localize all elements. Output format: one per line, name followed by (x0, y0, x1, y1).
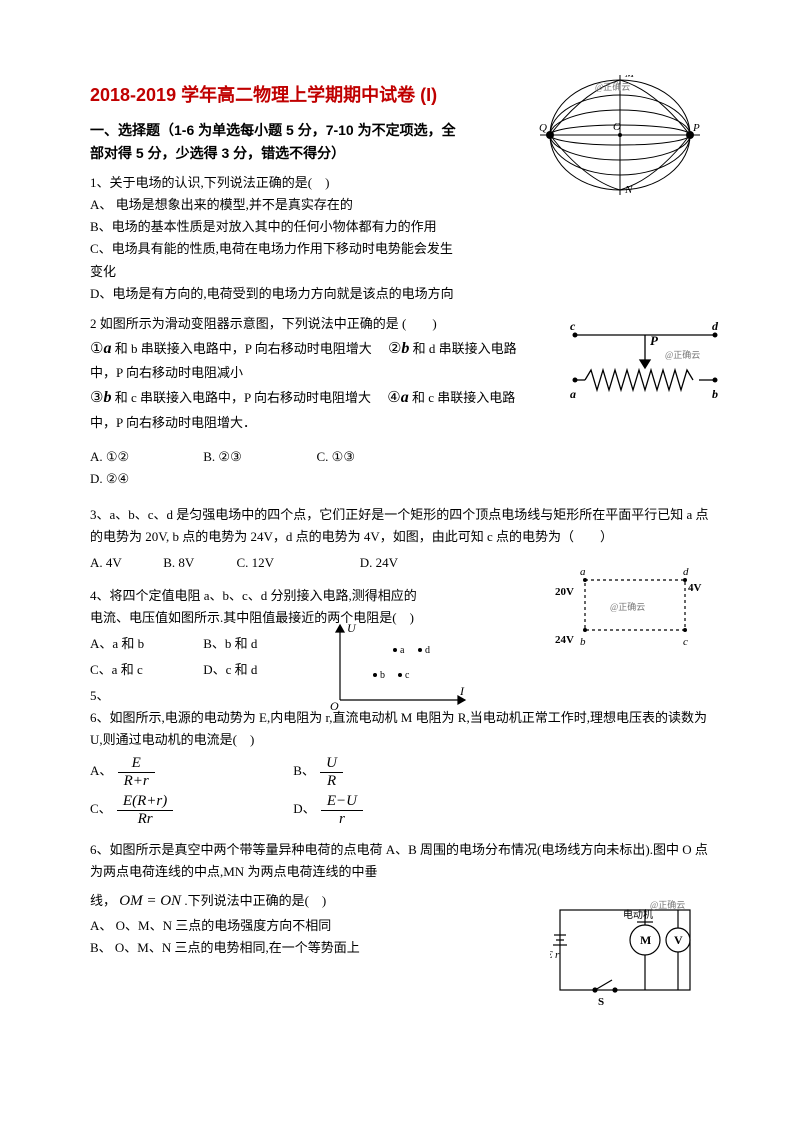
label-b: b (712, 387, 718, 400)
question-6-field: 6、如图所示是真空中两个带等量异种电荷的点电荷 A、B 周围的电场分布情况(电场… (90, 839, 710, 959)
figure-rheostat: c d P a b @正确云 (570, 320, 720, 400)
q1-A: A、 电场是想象出来的模型,并不是真实存在的 (90, 194, 460, 216)
question-6-circuit: 6、如图所示,电源的电动势为 E,内电阻为 r,直流电动机 M 电阻为 R,当电… (90, 707, 710, 827)
q2-s12: ①a 和 b 串联接入电路中，P 向右移动时电阻增大 ②b 和 d 串联接入电路… (90, 335, 530, 385)
question-3: 3、a、b、c、d 是匀强电场中的四个点，它们正好是一个矩形的四个顶点电场线与矩… (90, 504, 710, 574)
figure-dipole-field: M N O Q P @正确云 (535, 75, 705, 195)
label-c: c (570, 320, 576, 333)
q1-D: D、电场是有方向的,电荷受到的电场力方向就是该点的电场方向 (90, 283, 460, 305)
q5-label: 5、 (90, 685, 710, 707)
rect-24v: 24V (555, 634, 574, 646)
question-4: 4、将四个定值电阻 a、b、c、d 分别接入电路,测得相应的电流、电压值如图所示… (90, 585, 420, 681)
q6f-stem-a: 6、如图所示是真空中两个带等量异种电荷的点电荷 A、B 周围的电场分布情况(电场… (90, 839, 710, 883)
label-N: N (624, 184, 633, 195)
watermark-fig3: @正确云 (610, 601, 645, 612)
watermark-fig2: @正确云 (665, 349, 700, 360)
question-1: 1、关于电场的认识,下列说法正确的是( ) A、 电场是想象出来的模型,并不是真… (90, 172, 460, 305)
q2-s34: ③b 和 c 串联接入电路中，P 向右移动时电阻增大 ④a 和 c 串联接入电路… (90, 384, 530, 434)
label-a: a (570, 387, 576, 400)
section-heading: 一、选择题（1-6 为单选每小题 5 分，7-10 为不定项选，全部对得 5 分… (90, 119, 460, 167)
label-d: d (712, 320, 719, 333)
q3-stem: 3、a、b、c、d 是匀强电场中的四个点，它们正好是一个矩形的四个顶点电场线与矩… (90, 504, 710, 548)
q6c-stem: 6、如图所示,电源的电动势为 E,内电阻为 r,直流电动机 M 电阻为 R,当电… (90, 707, 710, 751)
q2-options: A. ①② B. ②③ C. ①③ D. ②④ (90, 446, 530, 490)
switch-S: S (598, 996, 604, 1008)
rect-c: c (683, 636, 688, 648)
q4-row1: A、a 和 b B、b 和 d (90, 633, 420, 655)
label-P: P (692, 122, 700, 134)
q6f-B: B、 O、M、N 三点的电势相同,在一个等势面上 (90, 937, 510, 959)
pt-d: d (425, 645, 430, 656)
q1-B: B、电场的基本性质是对放入其中的任何小物体都有力的作用 (90, 216, 460, 238)
q6c-rowCD: C、 E(R+r)Rr D、 E−Ur (90, 793, 710, 827)
label-P: P (650, 333, 659, 348)
question-5: 5、 (90, 685, 710, 707)
q4-stem: 4、将四个定值电阻 a、b、c、d 分别接入电路,测得相应的电流、电压值如图所示… (90, 585, 420, 629)
q6f-A: A、 O、M、N 三点的电场强度方向不相同 (90, 915, 510, 937)
q6c-rowAB: A、 ER+r B、 UR (90, 755, 710, 789)
q1-C: C、电场具有能的性质,电荷在电场力作用下移动时电势能会发生变化 (90, 238, 460, 282)
q3-options: A. 4V B. 8V C. 12V D. 24V (90, 552, 710, 574)
rect-4v: 4V (688, 582, 702, 594)
q2-stem: 2 如图所示为滑动变阻器示意图，下列说法中正确的是 ( ) (90, 313, 530, 335)
q6f-stem-b: 线， OM = ON .下列说法中正确的是( ) (90, 889, 510, 915)
figure-rectangle: a d b c 20V 4V 24V @正确云 (555, 565, 705, 650)
label-Q: Q (539, 122, 547, 134)
label-O: O (613, 121, 621, 133)
exam-page: M N O Q P @正确云 c d P a b (0, 0, 800, 1132)
question-2: 2 如图所示为滑动变阻器示意图，下列说法中正确的是 ( ) ①a 和 b 串联接… (90, 313, 530, 490)
label-M: M (624, 75, 635, 80)
rect-20v: 20V (555, 586, 574, 598)
q1-stem: 1、关于电场的认识,下列说法正确的是( ) (90, 172, 460, 194)
watermark-fig1: @正确云 (595, 81, 630, 92)
q4-row2: C、a 和 c D、c 和 d (90, 659, 420, 681)
rect-b: b (580, 636, 586, 648)
